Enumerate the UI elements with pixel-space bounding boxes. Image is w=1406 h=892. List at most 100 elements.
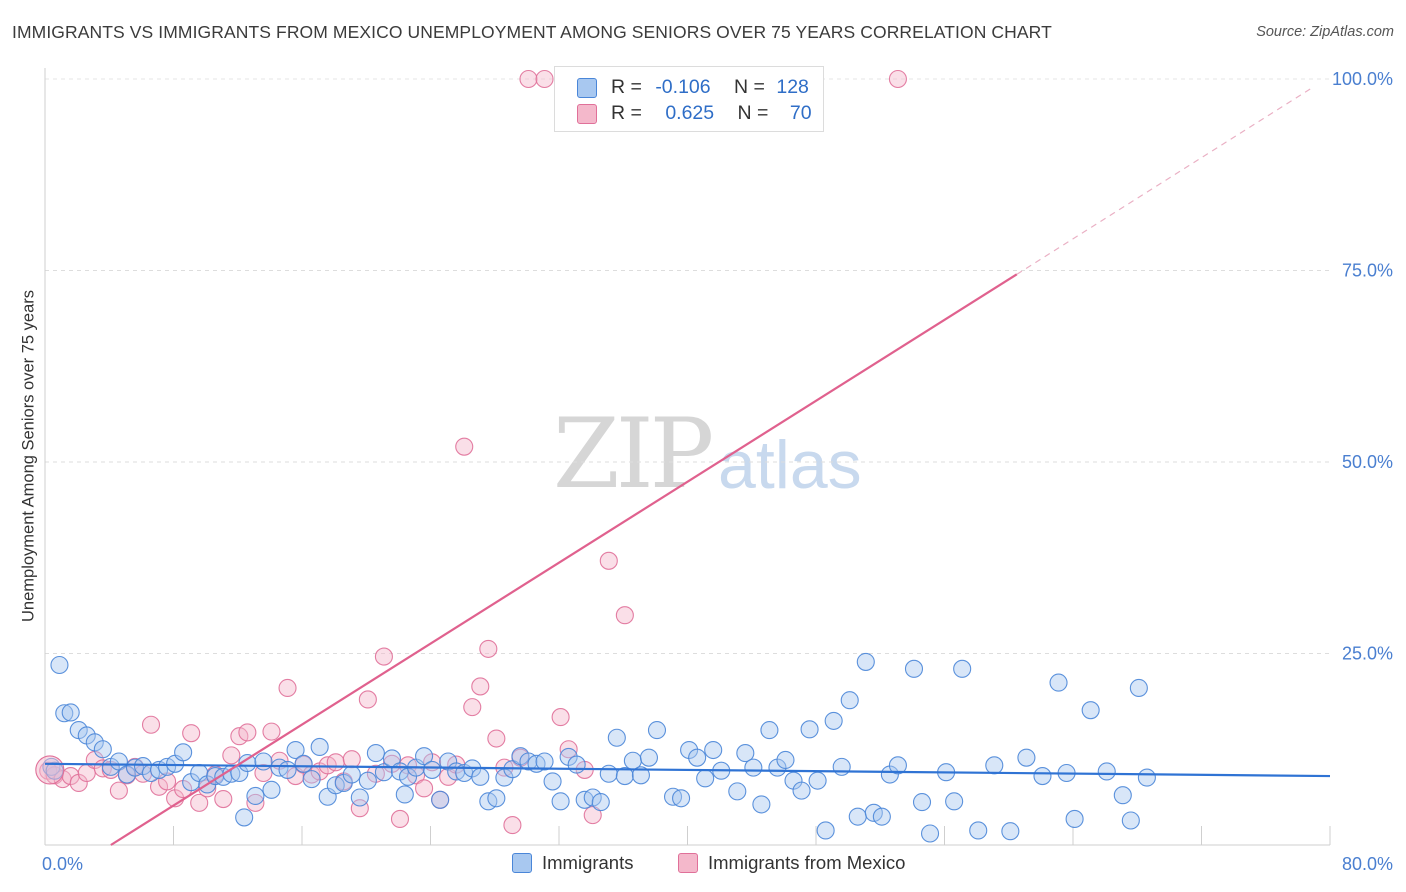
point-immigrants xyxy=(278,760,297,779)
point-immigrants xyxy=(551,792,570,811)
point-immigrants xyxy=(792,781,811,800)
point-immigrants xyxy=(567,755,586,774)
point-immigrants xyxy=(704,740,723,760)
legend-n-value: 70 xyxy=(789,102,812,124)
point-mexico xyxy=(222,746,241,765)
point-immigrants xyxy=(840,691,859,710)
point-mexico xyxy=(278,678,297,698)
point-immigrants xyxy=(591,793,610,812)
point-immigrants xyxy=(235,808,254,827)
point-immigrants xyxy=(808,771,827,790)
point-mexico xyxy=(463,698,482,717)
legend-r-label: R = xyxy=(611,102,642,124)
point-immigrants xyxy=(1049,673,1068,692)
point-immigrants xyxy=(744,758,763,777)
point-immigrants xyxy=(1121,811,1140,830)
point-immigrants xyxy=(736,744,755,763)
watermark-atlas: atlas xyxy=(718,427,862,503)
point-immigrants xyxy=(471,767,490,786)
point-mexico xyxy=(238,723,257,742)
point-immigrants xyxy=(395,785,414,804)
point-immigrants xyxy=(1065,809,1084,829)
point-immigrants xyxy=(985,756,1004,775)
x-tick-label: 80.0% xyxy=(1342,854,1393,874)
legend-r-value: -0.106 xyxy=(655,76,711,98)
point-mexico xyxy=(141,715,161,734)
legend-n-label: N = xyxy=(737,102,769,124)
point-immigrants xyxy=(61,703,80,722)
point-immigrants xyxy=(800,720,819,739)
point-mexico xyxy=(214,789,233,809)
legend-label-immigrants: Immigrants xyxy=(542,852,634,873)
point-immigrants xyxy=(945,792,964,811)
point-immigrants xyxy=(904,659,924,678)
point-immigrants xyxy=(728,782,747,801)
legend-swatch-immigrants xyxy=(577,78,597,98)
point-immigrants xyxy=(431,790,450,809)
point-immigrants xyxy=(262,780,281,799)
point-immigrants xyxy=(776,750,795,770)
point-immigrants xyxy=(696,769,715,788)
legend-swatch-mexico xyxy=(678,853,698,873)
point-mexico xyxy=(535,69,554,89)
point-mexico xyxy=(358,690,377,709)
trend-layer xyxy=(44,86,1331,846)
point-immigrants xyxy=(50,655,69,675)
point-immigrants xyxy=(254,752,273,771)
point-mexico xyxy=(350,799,369,818)
point-immigrants xyxy=(1129,678,1148,698)
legend-label-mexico: Immigrants from Mexico xyxy=(708,852,906,873)
trendline-mexico-extension xyxy=(1016,86,1315,275)
point-immigrants xyxy=(93,740,112,759)
point-mexico xyxy=(615,606,634,625)
point-immigrants xyxy=(969,821,988,840)
point-immigrants xyxy=(607,728,626,747)
point-immigrants xyxy=(238,753,257,773)
point-immigrants xyxy=(342,765,361,784)
y-tick-label: 100.0% xyxy=(1332,69,1393,89)
point-immigrants xyxy=(302,770,321,789)
point-immigrants xyxy=(1033,767,1052,786)
point-immigrants xyxy=(647,721,667,740)
point-mexico xyxy=(246,793,265,812)
point-mexico xyxy=(599,551,618,570)
point-mexico xyxy=(390,809,410,829)
legend-text-immigrants: R = -0.106 N = 128 xyxy=(611,76,809,99)
point-immigrants xyxy=(1113,786,1132,805)
point-immigrants xyxy=(672,789,691,808)
point-immigrants xyxy=(1001,822,1020,841)
legend-r-label: R = xyxy=(611,76,642,98)
point-immigrants xyxy=(246,786,265,806)
point-mexico xyxy=(583,806,602,825)
point-immigrants xyxy=(310,737,329,757)
point-immigrants xyxy=(1137,768,1156,787)
point-mexico xyxy=(519,69,538,89)
point-immigrants xyxy=(752,795,771,814)
point-immigrants xyxy=(1017,748,1036,767)
point-immigrants xyxy=(358,771,377,790)
point-immigrants xyxy=(294,754,313,773)
point-immigrants xyxy=(760,721,779,740)
point-immigrants xyxy=(856,652,875,671)
point-mexico xyxy=(551,708,570,727)
y-tick-label: 25.0% xyxy=(1342,644,1393,664)
point-immigrants xyxy=(816,821,835,840)
axis-layer xyxy=(44,68,1331,846)
point-mexico xyxy=(415,779,434,798)
chart-title: IMMIGRANTS VS IMMIGRANTS FROM MEXICO UNE… xyxy=(12,22,1052,42)
series-legend: Immigrants Immigrants from Mexico xyxy=(0,852,1406,876)
point-mexico xyxy=(326,753,345,772)
point-immigrants xyxy=(953,659,972,678)
point-immigrants xyxy=(286,740,305,760)
point-immigrants xyxy=(55,704,74,723)
legend-text-mexico: R = 0.625 N = 70 xyxy=(611,102,812,125)
point-immigrants xyxy=(174,743,193,762)
point-mexico xyxy=(374,647,393,666)
point-immigrants xyxy=(366,744,385,763)
point-mexico xyxy=(262,722,281,741)
source-label: Source: ZipAtlas.com xyxy=(1256,24,1394,40)
y-tick-label: 75.0% xyxy=(1342,261,1393,281)
point-immigrants xyxy=(872,807,891,826)
y-tick-label: 50.0% xyxy=(1342,452,1393,472)
